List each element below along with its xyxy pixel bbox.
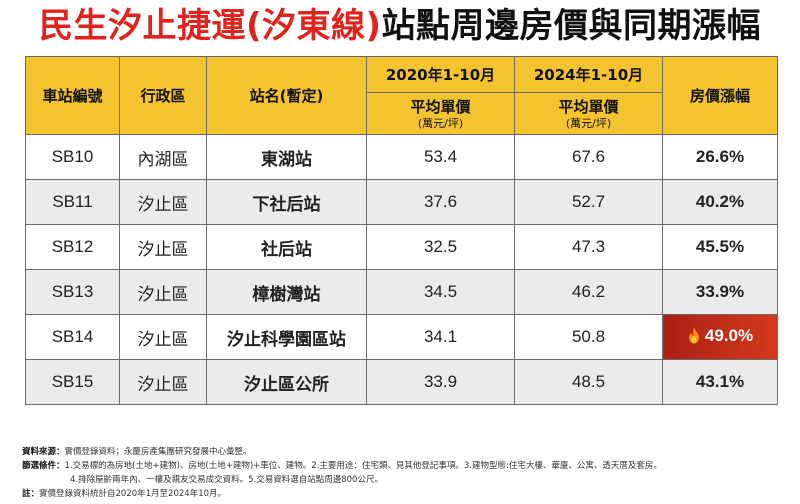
station-name-cell: 下社后站: [206, 179, 367, 225]
header-growth: 房價漲幅: [662, 56, 778, 135]
chart-title: 民生汐止捷運(汐東線)站點周邊房價與同期漲幅: [0, 4, 800, 48]
station-code-cell: SB15: [25, 359, 120, 405]
table-row: SB10 內湖區 東湖站 53.4 67.6 26.6%: [25, 134, 778, 180]
station-code-cell: SB12: [25, 224, 120, 270]
title-part-red: 民生汐止捷運(汐東線): [38, 6, 382, 46]
price-2024-cell: 48.5: [514, 359, 663, 405]
price-2020-cell: 33.9: [366, 359, 515, 405]
header-period-2020: 2020年1-10月: [366, 56, 515, 93]
price-table: 車站編號 行政區 站名(暫定) 2020年1-10月 2024年1-10月 房價…: [25, 56, 778, 405]
filter-text-2: 4.排除屋齡兩年內、一樓及親友交易成交資料。5.交易資料選自站點周邊800公尺。: [70, 475, 383, 485]
price-2020-cell: 32.5: [366, 224, 515, 270]
price-2020-cell: 34.5: [366, 269, 515, 315]
header-period-2024: 2024年1-10月: [514, 56, 663, 93]
growth-value: 26.6%: [695, 147, 745, 166]
footnotes: 資料來源：實價登錄資料；永慶房產集團研究發展中心彙整。 篩選條件：1.交易標的為…: [22, 445, 782, 501]
source-note: 資料來源：實價登錄資料；永慶房產集團研究發展中心彙整。: [22, 445, 782, 459]
price-2020-cell: 34.1: [366, 314, 515, 360]
source-label: 資料來源：: [22, 447, 65, 457]
table-body: SB10 內湖區 東湖站 53.4 67.6 26.6% SB11 汐止區 下社后站 37.6 52…: [25, 134, 778, 405]
avg-price-label: 平均單價: [558, 97, 619, 116]
header-station-code: 車站編號: [25, 56, 120, 135]
table-row: SB11 汐止區 下社后站 37.6 52.7 40.2%: [25, 179, 778, 225]
growth-cell: 43.1%: [662, 359, 778, 405]
price-2024-cell: 47.3: [514, 224, 663, 270]
price-2020-cell: 53.4: [366, 134, 515, 180]
table-row: SB12 汐止區 社后站 32.5 47.3 45.5%: [25, 224, 778, 270]
station-code-cell: SB10: [25, 134, 120, 180]
header-avg-price-2020: 平均單價 (萬元/坪): [366, 92, 515, 135]
period-note: 註：實價登錄資料統計自2020年1月至2024年10月。: [22, 487, 782, 501]
table-row: SB13 汐止區 樟樹灣站 34.5 46.2 33.9%: [25, 269, 778, 315]
growth-value: 45.5%: [695, 237, 745, 256]
price-2024-cell: 46.2: [514, 269, 663, 315]
growth-value: 49.0%: [704, 325, 754, 345]
flame-icon: [687, 326, 701, 349]
station-code-cell: SB11: [25, 179, 120, 225]
growth-cell: 40.2%: [662, 179, 778, 225]
station-code-cell: SB14: [25, 314, 120, 360]
header-district: 行政區: [119, 56, 207, 135]
growth-value: 40.2%: [695, 192, 745, 211]
price-2024-cell: 50.8: [514, 314, 663, 360]
filter-text-1: 1.交易標的為房地(土地+建物)、房地(土地+建物)+車位、建物。2.主要用途：…: [64, 461, 662, 471]
note-text: 實價登錄資料統計自2020年1月至2024年10月。: [39, 489, 227, 499]
filter-label: 篩選條件：: [22, 461, 65, 471]
growth-cell: 49.0%: [662, 314, 778, 360]
station-name-cell: 社后站: [206, 224, 367, 270]
note-label: 註：: [22, 489, 40, 499]
source-text: 實價登錄資料；永慶房產集團研究發展中心彙整。: [64, 447, 252, 457]
growth-value: 33.9%: [695, 282, 745, 301]
price-2024-cell: 67.6: [514, 134, 663, 180]
unit-label: (萬元/坪): [417, 116, 464, 130]
district-cell: 汐止區: [119, 314, 207, 360]
title-part-black: 站點周邊房價與同期漲幅: [381, 6, 762, 46]
price-2020-cell: 37.6: [366, 179, 515, 225]
unit-label: (萬元/坪): [565, 116, 612, 130]
price-2024-cell: 52.7: [514, 179, 663, 225]
station-code-cell: SB13: [25, 269, 120, 315]
district-cell: 汐止區: [119, 179, 207, 225]
avg-price-label: 平均單價: [410, 97, 471, 116]
district-cell: 汐止區: [119, 359, 207, 405]
table-row: SB14 汐止區 汐止科學園區站 34.1 50.8 49.0%: [25, 314, 778, 360]
growth-cell: 45.5%: [662, 224, 778, 270]
filter-note-continued: 4.排除屋齡兩年內、一樓及親友交易成交資料。5.交易資料選自站點周邊800公尺。: [22, 473, 782, 487]
district-cell: 內湖區: [119, 134, 207, 180]
station-name-cell: 汐止科學園區站: [206, 314, 367, 360]
growth-value: 43.1%: [695, 372, 745, 391]
district-cell: 汐止區: [119, 224, 207, 270]
station-name-cell: 汐止區公所: [206, 359, 367, 405]
table-row: SB15 汐止區 汐止區公所 33.9 48.5 43.1%: [25, 359, 778, 405]
header-station-name: 站名(暫定): [206, 56, 367, 135]
growth-cell: 26.6%: [662, 134, 778, 180]
filter-note: 篩選條件：1.交易標的為房地(土地+建物)、房地(土地+建物)+車位、建物。2.…: [22, 459, 782, 473]
district-cell: 汐止區: [119, 269, 207, 315]
station-name-cell: 東湖站: [206, 134, 367, 180]
header-avg-price-2024: 平均單價 (萬元/坪): [514, 92, 663, 135]
growth-cell: 33.9%: [662, 269, 778, 315]
station-name-cell: 樟樹灣站: [206, 269, 367, 315]
